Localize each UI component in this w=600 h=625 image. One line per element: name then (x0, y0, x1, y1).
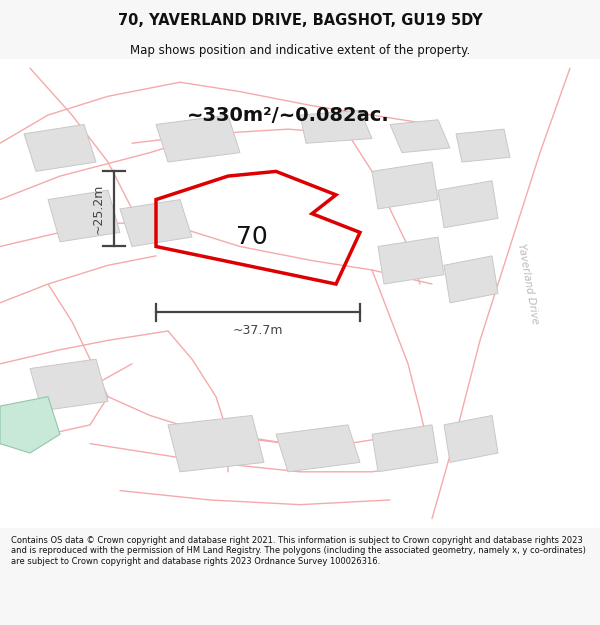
Polygon shape (300, 111, 372, 143)
Text: 70: 70 (236, 225, 268, 249)
Polygon shape (378, 237, 444, 284)
Text: Map shows position and indicative extent of the property.: Map shows position and indicative extent… (130, 44, 470, 57)
Text: ~25.2m: ~25.2m (92, 184, 105, 234)
Polygon shape (24, 124, 96, 171)
Text: 70, YAVERLAND DRIVE, BAGSHOT, GU19 5DY: 70, YAVERLAND DRIVE, BAGSHOT, GU19 5DY (118, 13, 482, 28)
Polygon shape (372, 425, 438, 472)
Polygon shape (30, 359, 108, 411)
Polygon shape (456, 129, 510, 162)
Text: ~37.7m: ~37.7m (233, 324, 283, 337)
Polygon shape (120, 199, 192, 246)
Polygon shape (48, 190, 120, 242)
Text: Yaverland Drive: Yaverland Drive (516, 243, 540, 325)
Polygon shape (156, 115, 240, 162)
Polygon shape (444, 256, 498, 303)
Polygon shape (438, 181, 498, 228)
Polygon shape (372, 162, 438, 209)
Text: Contains OS data © Crown copyright and database right 2021. This information is : Contains OS data © Crown copyright and d… (11, 536, 586, 566)
Text: ~330m²/~0.082ac.: ~330m²/~0.082ac. (187, 106, 389, 124)
Polygon shape (276, 425, 360, 472)
Polygon shape (444, 416, 498, 462)
Polygon shape (390, 120, 450, 152)
Polygon shape (0, 397, 60, 453)
Polygon shape (168, 416, 264, 472)
